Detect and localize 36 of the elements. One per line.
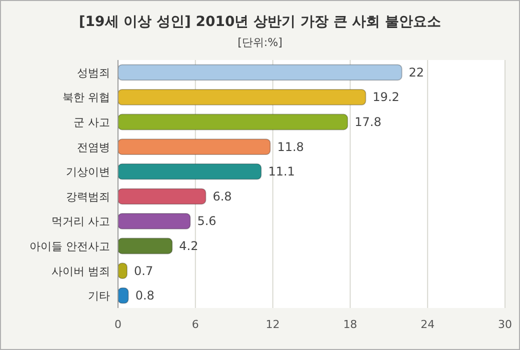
x-tick-label: 12	[266, 318, 280, 331]
data-label: 0.7	[134, 264, 154, 278]
bar	[118, 64, 402, 81]
chart-subtitle: [단위:%]	[238, 36, 282, 49]
bar	[118, 238, 173, 254]
y-tick-label: 전염병	[77, 140, 110, 154]
x-tick-label: 24	[420, 318, 435, 331]
y-tick-label: 먹거리 사고	[52, 215, 110, 228]
bar	[118, 114, 348, 130]
y-tick-label: 사이버 범죄	[52, 264, 110, 278]
x-tick-label: 0	[114, 318, 122, 331]
data-label: 6.8	[212, 189, 232, 204]
y-tick-label: 북한 위협	[62, 91, 110, 104]
y-tick-label: 아이들 안전사고	[30, 240, 110, 253]
x-tick-label: 30	[498, 318, 512, 331]
y-tick-label: 기상이변	[66, 166, 110, 179]
data-label: 19.2	[372, 90, 400, 104]
y-tick-label: 군 사고	[74, 116, 110, 129]
bar	[118, 89, 366, 106]
x-tick-label: 6	[192, 318, 199, 331]
data-label: 17.8	[354, 115, 382, 129]
data-label: 11.1	[268, 164, 295, 179]
bar	[118, 213, 191, 230]
y-tick-label: 성범죄	[77, 66, 110, 80]
y-tick-label: 기타	[88, 290, 110, 303]
data-label: 5.6	[197, 214, 216, 228]
y-tick-label: 강력범죄	[66, 190, 110, 204]
bar	[118, 188, 206, 205]
bar	[118, 163, 262, 180]
chart-title: [19세 이상 성인] 2010년 상반기 가장 큰 사회 불안요소	[78, 14, 442, 30]
data-label: 11.8	[277, 140, 304, 154]
data-label: 4.2	[179, 239, 198, 253]
data-label: 22	[408, 65, 424, 80]
data-label: 0.8	[135, 288, 154, 303]
bar	[118, 138, 271, 155]
x-tick-label: 18	[343, 318, 358, 331]
